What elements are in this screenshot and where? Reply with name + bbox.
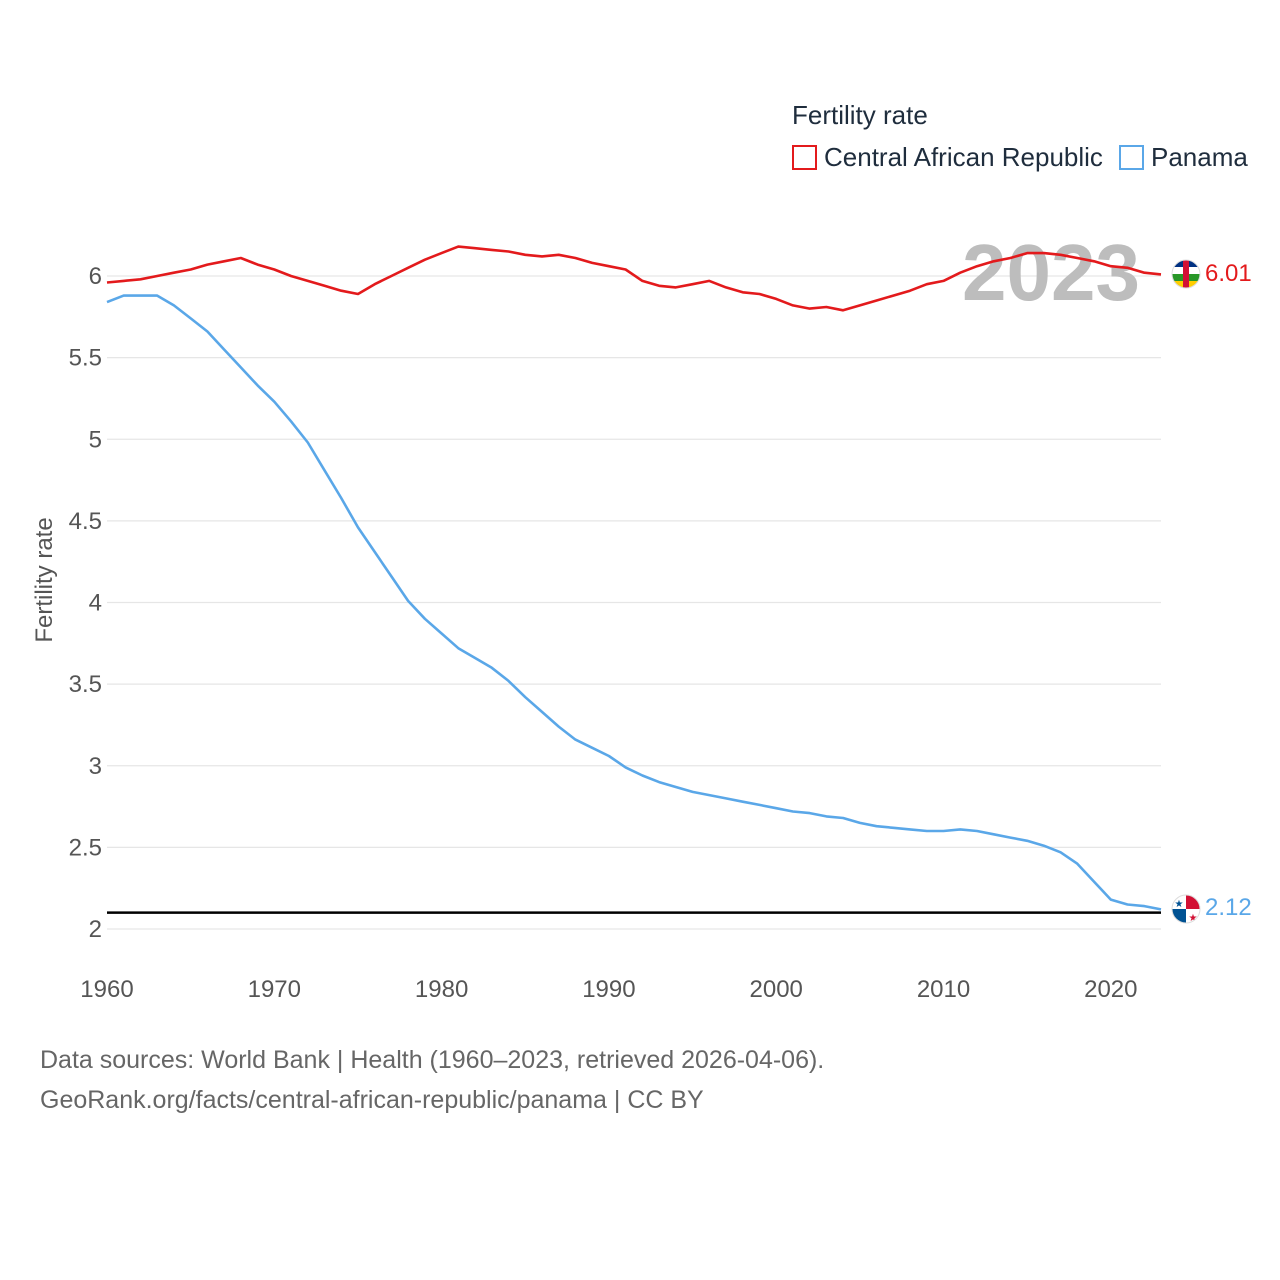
y-axis-label: Fertility rate [31,517,58,642]
end-label-panama: 2.12 [1205,894,1252,921]
footer: Data sources: World Bank | Health (1960–… [40,1040,824,1120]
end-label-central-african-republic: 6.01 [1205,260,1252,287]
y-tick-label: 4.5 [69,508,102,535]
series-lines [106,245,1162,911]
y-tick-label: 5 [89,426,102,453]
series-line-central-african-republic[interactable] [106,245,1162,312]
x-tick-label: 2000 [750,976,803,1003]
y-axis-ticks: 2 2.5 3 3.5 4 4.5 5 5.5 6 [69,263,102,943]
y-tick-label: 2 [89,916,102,943]
x-tick-label: 1980 [415,976,468,1003]
legend-item-panama[interactable]: Panama [1119,142,1248,172]
x-tick-label: 1990 [582,976,635,1003]
series-line-panama[interactable] [106,294,1162,911]
svg-text:★: ★ [1189,913,1198,924]
legend-swatch-central-african-republic [792,145,817,170]
year-watermark: 2023 [962,228,1140,317]
y-tick-label: 4 [89,590,102,617]
legend-swatch-panama [1119,145,1144,170]
y-tick-label: 6 [89,263,102,290]
legend-label-panama: Panama [1151,142,1248,172]
y-tick-label: 2.5 [69,834,102,861]
panama-flag-icon: ★ ★ [1171,894,1201,924]
central-african-republic-flag-icon [1171,259,1201,289]
source-link[interactable]: GeoRank.org/facts/central-african-republ… [40,1086,704,1114]
y-tick-label: 5.5 [69,345,102,372]
x-tick-label: 2020 [1084,976,1137,1003]
data-sources-text: Data sources: World Bank | Health (1960–… [40,1046,825,1074]
legend-item-central-african-republic[interactable]: Central African Republic [792,142,1103,172]
svg-text:★: ★ [1175,899,1184,910]
x-tick-label: 1960 [80,976,133,1003]
gridlines [107,275,1161,930]
x-tick-label: 2010 [917,976,970,1003]
legend-label-central-african-republic: Central African Republic [824,142,1103,172]
legend-title: Fertility rate [792,100,928,130]
y-tick-label: 3.5 [69,671,102,698]
x-axis-ticks: 1960 1970 1980 1990 2000 2010 2020 [80,976,1137,1003]
y-tick-label: 3 [89,753,102,780]
x-tick-label: 1970 [248,976,301,1003]
